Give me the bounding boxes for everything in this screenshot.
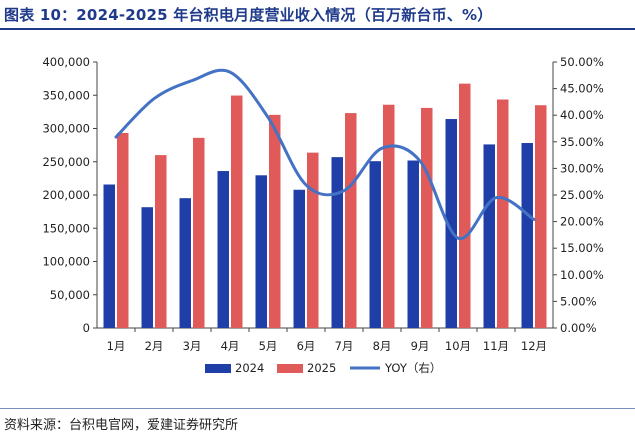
bar-2024 (141, 207, 153, 328)
legend-label: 2024 (235, 361, 264, 375)
bar-2024 (217, 171, 229, 328)
bar-2025 (193, 137, 205, 328)
right-tick-label: 35.00% (560, 135, 604, 149)
bar-2025 (497, 99, 509, 328)
left-tick-label: 150,000 (42, 221, 90, 235)
left-tick-label: 350,000 (42, 88, 90, 102)
x-tick-label: 2月 (145, 339, 164, 353)
bar-2024 (179, 198, 191, 328)
right-tick-label: 40.00% (560, 108, 604, 122)
bar-2025 (269, 114, 281, 328)
bar-2025 (345, 113, 357, 329)
x-tick-label: 12月 (521, 339, 547, 353)
right-tick-label: 30.00% (560, 161, 604, 175)
bar-2024 (369, 161, 381, 328)
left-tick-label: 300,000 (42, 122, 90, 136)
right-tick-label: 10.00% (560, 268, 604, 282)
bar-2024 (483, 144, 495, 328)
right-tick-label: 15.00% (560, 241, 604, 255)
bar-2024 (331, 157, 343, 328)
bar-2025 (421, 107, 433, 328)
bar-2025 (383, 104, 395, 329)
left-tick-label: 200,000 (42, 188, 90, 202)
left-tick-label: 50,000 (50, 288, 90, 302)
bar-2025 (155, 155, 167, 328)
bar-2024 (255, 175, 267, 328)
legend-label: YOY（右） (384, 361, 441, 375)
bar-2025 (459, 83, 471, 328)
left-tick-label: 100,000 (42, 255, 90, 269)
bar-2025 (117, 132, 129, 328)
x-tick-label: 11月 (483, 339, 509, 353)
bar-2024 (445, 119, 457, 329)
x-tick-label: 10月 (445, 339, 471, 353)
yoy-line (114, 68, 536, 240)
bar-2025 (231, 95, 243, 328)
x-tick-label: 7月 (335, 339, 354, 353)
bar-2024 (293, 189, 305, 328)
x-tick-label: 4月 (221, 339, 240, 353)
left-tick-label: 250,000 (42, 155, 90, 169)
x-tick-label: 5月 (259, 339, 278, 353)
legend-swatch-2024 (205, 364, 231, 373)
left-tick-label: 0 (83, 321, 90, 335)
chart-title: 图表 10：2024-2025 年台积电月度营业收入情况（百万新台币、%） (4, 6, 493, 24)
x-tick-label: 1月 (107, 339, 126, 353)
x-tick-label: 6月 (297, 339, 316, 353)
legend-label: 2025 (307, 361, 336, 375)
legend-swatch-2025 (277, 364, 303, 373)
x-tick-label: 8月 (373, 339, 392, 353)
source-note: 资料来源：台积电官网，爱建证券研究所 (4, 418, 239, 433)
right-tick-label: 50.00% (560, 55, 604, 69)
x-tick-label: 3月 (183, 339, 202, 353)
title-divider (0, 28, 635, 30)
bar-2024 (521, 143, 533, 328)
bar-2025 (307, 152, 319, 328)
bar-2024 (103, 184, 115, 328)
right-tick-label: 45.00% (560, 82, 604, 96)
right-tick-label: 5.00% (560, 294, 597, 308)
footer-divider (0, 408, 635, 409)
x-tick-label: 9月 (411, 339, 430, 353)
bar-2024 (407, 160, 419, 328)
bar-2025 (535, 105, 547, 328)
left-tick-label: 400,000 (42, 55, 90, 69)
right-tick-label: 25.00% (560, 188, 604, 202)
right-tick-label: 0.00% (560, 321, 597, 335)
revenue-chart: 0 50,000 100,000 150,000 200,000 250,000 300,0… (42, 55, 604, 375)
right-tick-label: 20.00% (560, 215, 604, 229)
